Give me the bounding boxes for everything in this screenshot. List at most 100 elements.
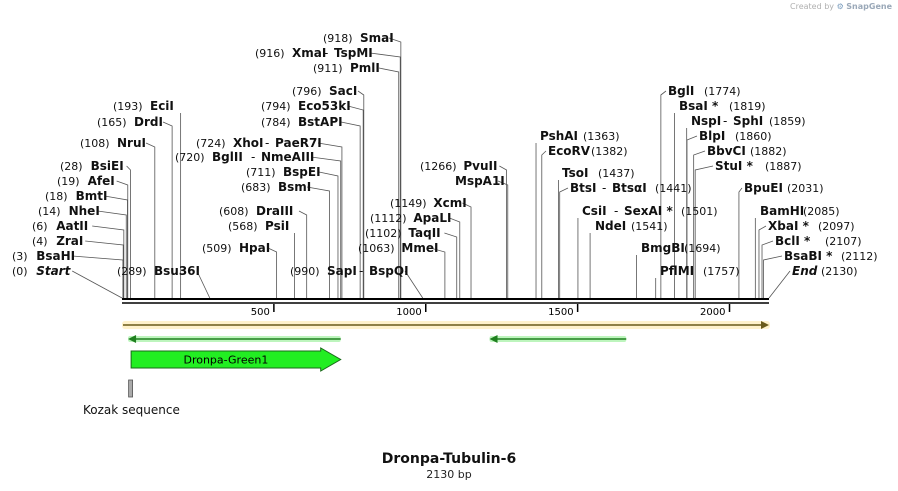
primer-track-arrowhead: [128, 335, 137, 343]
site-enzyme-name: BstAPI: [298, 115, 343, 129]
site-separator: -: [324, 46, 328, 60]
site-position: (2097): [818, 220, 855, 233]
position-ruler: 500 1000 1500 2000: [251, 304, 731, 318]
site-enzyme-name: XhoI: [233, 136, 264, 150]
site-leader: [449, 217, 461, 298]
site-position: (1266): [420, 160, 457, 173]
site-leader: [267, 247, 278, 298]
site-position: (2085): [803, 205, 840, 218]
ruler-tick-label: 500: [251, 307, 270, 318]
site-position: (1882): [750, 145, 787, 158]
site-enzyme-name: StuI *: [715, 159, 754, 173]
site-position: (568): [228, 220, 258, 233]
site-separator: -: [265, 136, 269, 150]
restriction-site: (0) Start: [12, 264, 72, 278]
site-leader: [97, 210, 127, 298]
site-enzyme-name: EcoRV: [548, 144, 591, 158]
site-position: (796): [292, 85, 322, 98]
snapgene-logo-icon: ⚙: [836, 2, 844, 11]
site-position: (2130): [821, 265, 858, 278]
site-enzyme-name: BpuEI: [744, 181, 783, 195]
site-leader: [686, 135, 698, 298]
restriction-site: (796) SacI: [292, 84, 357, 98]
site-enzyme-name: BclI *: [775, 234, 811, 248]
site-leader: [388, 37, 402, 298]
site-leader: [541, 150, 547, 298]
site-enzyme-name-2: SexAI *: [624, 204, 673, 218]
site-position: (1382): [591, 145, 628, 158]
restriction-site: (1266) PvuII: [420, 159, 497, 173]
site-enzyme-name: SapI: [327, 264, 357, 278]
restriction-site: (509) HpaI: [202, 241, 270, 255]
restriction-site: (1112) ApaLI: [370, 211, 451, 225]
site-leader: [347, 105, 364, 298]
site-enzyme-name: SacI: [329, 84, 357, 98]
restriction-site: (916) XmaI- TspMI: [255, 46, 373, 60]
site-leader: [72, 270, 123, 299]
site-enzyme-name: NruI: [117, 136, 146, 150]
restriction-site: (108) NruI: [80, 136, 146, 150]
kozak-sequence-label: Kozak sequence: [83, 403, 180, 417]
site-leader: [559, 187, 569, 298]
restriction-site: (724) XhoI - PaeR7I: [196, 136, 322, 150]
site-position: (720): [175, 151, 205, 164]
site-enzyme-name: BspEI: [283, 165, 321, 179]
site-enzyme-name-2: BspQI: [369, 264, 409, 278]
credit-brand: SnapGene: [846, 2, 892, 11]
site-position: (1887): [765, 160, 802, 173]
restriction-site: (608) DraIII: [219, 204, 293, 218]
site-leader: [378, 67, 400, 298]
site-enzyme-name: SmaI: [360, 31, 394, 45]
site-position: (608): [219, 205, 249, 218]
restriction-site: (19) AfeI: [57, 174, 115, 188]
site-position: (1541): [631, 220, 668, 233]
site-enzyme-name: BtsI: [570, 181, 597, 195]
site-leader-lines: [72, 37, 791, 299]
site-enzyme-name: PshAI: [540, 129, 578, 143]
site-position: (3): [12, 250, 28, 263]
restriction-site: PshAI (1363): [540, 129, 620, 143]
site-leader: [318, 171, 339, 298]
site-enzyme-name: PvuII: [463, 159, 497, 173]
restriction-site: TsoI (1437): [562, 166, 635, 180]
restriction-site: BamHI(2085): [760, 204, 840, 218]
site-leader: [298, 210, 308, 298]
site-enzyme-name: CsiI: [582, 204, 607, 218]
site-leader: [694, 165, 714, 298]
site-separator: -: [251, 150, 255, 164]
ruler-tick-label: 1000: [396, 307, 421, 318]
restriction-site: (720) BglII - NmeAIII: [175, 150, 314, 164]
site-position: (1774): [704, 85, 741, 98]
restriction-site: NspI - SphI (1859): [691, 114, 806, 128]
site-position: (1441): [655, 182, 692, 195]
site-position: (2107): [825, 235, 862, 248]
site-leader: [162, 121, 173, 298]
restriction-site: (289) Bsu36I: [117, 264, 200, 278]
site-enzyme-name: MspA1I: [455, 174, 505, 188]
restriction-site: PflMI (1757): [660, 264, 740, 278]
site-enzyme-name: ApaLI: [413, 211, 451, 225]
restriction-site: StuI * (1887): [715, 159, 802, 173]
site-enzyme-name: BsaHI: [36, 249, 75, 263]
restriction-site: (911) PmlI: [313, 61, 380, 75]
site-leader: [126, 165, 131, 298]
site-leader: [430, 247, 446, 298]
site-leader: [660, 90, 667, 298]
site-position: (108): [80, 137, 110, 150]
restriction-site: (568) PsiI: [228, 219, 289, 233]
dronpa-green1-label: Dronpa-Green1: [183, 354, 268, 367]
site-enzyme-name: PsiI: [265, 219, 289, 233]
site-enzyme-name: Eco53kI: [298, 99, 351, 113]
site-enzyme-name-2: PaeR7I: [275, 136, 322, 150]
site-position: (1694): [684, 242, 721, 255]
site-enzyme-name-2: TspMI: [334, 46, 373, 60]
restriction-site: BtsI - BtsαI (1441): [570, 181, 692, 195]
restriction-site: (990) SapI - BspQI: [290, 264, 409, 278]
site-position: (2112): [841, 250, 878, 263]
restriction-site: (1063) MmeI: [358, 241, 438, 255]
site-leader: [693, 150, 706, 298]
restriction-site: XbaI * (2097): [768, 219, 855, 233]
site-position: (1063): [358, 242, 395, 255]
site-enzyme-name: BlpI: [699, 129, 725, 143]
